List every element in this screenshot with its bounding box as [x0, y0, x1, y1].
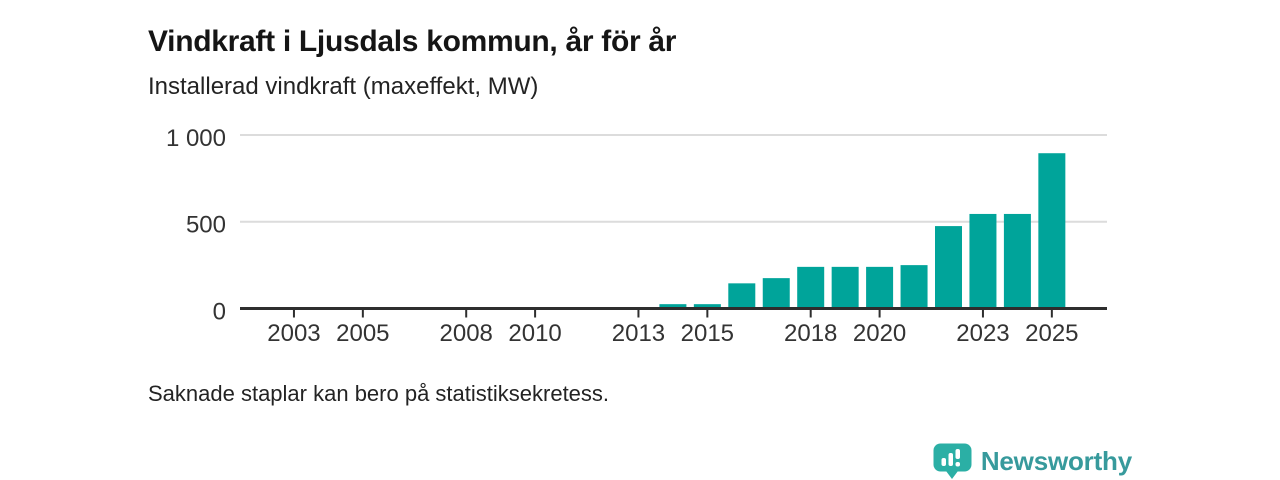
chart-footnote: Saknade staplar kan bero på statistiksek… [148, 381, 610, 406]
logo-exclamation-bar [955, 449, 960, 459]
bar-2025 [1038, 153, 1066, 309]
x-tick-label-2025: 2025 [1025, 320, 1078, 347]
y-tick-label-500: 500 [186, 212, 226, 239]
bar-2017 [762, 278, 790, 309]
x-tick-label-2008: 2008 [440, 320, 493, 347]
x-tick-label-2005: 2005 [336, 320, 389, 347]
y-tick-label-1000: 1 000 [166, 125, 226, 152]
newsworthy-bubble-chart-icon [933, 443, 972, 479]
logo-exclamation-dot [955, 462, 960, 467]
logo-mini-bar-1 [941, 458, 946, 466]
page-title: Vindkraft i Ljusdals kommun, år för år [148, 25, 677, 59]
x-tick-label-2018: 2018 [784, 320, 837, 347]
logo-bubble-tail [945, 471, 958, 479]
x-tick-label-2010: 2010 [508, 320, 561, 347]
x-tick-label-2015: 2015 [681, 320, 734, 347]
logo-mini-bar-2 [948, 453, 953, 466]
bar-2019 [831, 266, 859, 309]
brand-wordmark: Newsworthy [980, 446, 1132, 476]
x-tick-label-2023: 2023 [956, 320, 1009, 347]
bar-2020 [866, 266, 894, 309]
newsworthy-logo: Newsworthy [933, 443, 1132, 480]
bar-2015 [693, 304, 721, 309]
bar-2016 [728, 283, 756, 309]
bar-2014 [659, 304, 687, 309]
chart-subtitle: Installerad vindkraft (maxeffekt, MW) [148, 73, 539, 100]
y-tick-label-0: 0 [213, 298, 226, 325]
bar-2018 [797, 266, 825, 309]
bar-2022 [935, 226, 962, 309]
x-tick-label-2013: 2013 [612, 320, 665, 347]
x-tick-label-2020: 2020 [853, 320, 906, 347]
bar-2023 [969, 213, 997, 309]
bar-2024 [1003, 213, 1031, 309]
x-tick-label-2003: 2003 [267, 320, 320, 347]
bar-2021 [900, 265, 928, 309]
